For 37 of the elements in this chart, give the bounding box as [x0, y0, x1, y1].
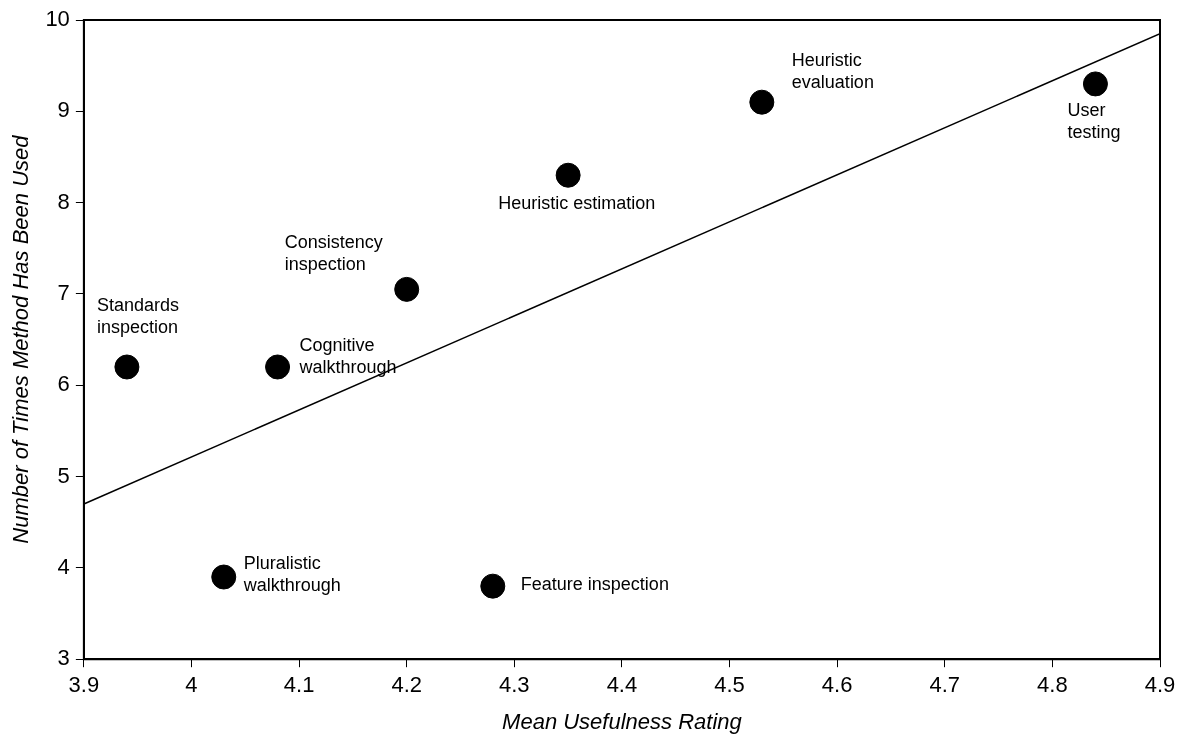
x-tick-label: 4.1 — [283, 672, 315, 698]
x-axis-title: Mean Usefulness Rating — [502, 708, 743, 734]
y-tick-label: 3 — [57, 645, 70, 671]
point — [394, 276, 420, 302]
annotation: Heuristic evaluation — [791, 50, 874, 93]
point — [265, 354, 291, 380]
y-tick-label: 9 — [57, 97, 70, 123]
x-tick-label: 4.5 — [714, 672, 745, 698]
y-tick-label: 6 — [57, 371, 70, 397]
y-tick-label: 8 — [57, 188, 70, 214]
x-tick-label: 4.8 — [1037, 672, 1068, 698]
x-tick-label: 4.2 — [391, 672, 423, 698]
point — [749, 89, 775, 115]
x-tick-label: 4 — [185, 672, 198, 698]
point — [114, 354, 140, 380]
point — [480, 573, 506, 599]
annotation: Consistency inspection — [284, 232, 383, 275]
point — [211, 564, 237, 590]
x-tick-label: 3.9 — [68, 672, 100, 698]
x-tick-label: 4.7 — [929, 672, 961, 698]
x-tick-label: 4.6 — [821, 672, 853, 698]
x-tick-label: 4.4 — [606, 672, 638, 698]
point — [555, 162, 581, 188]
annotation: Pluralistic walkthrough — [242, 552, 341, 595]
x-tick-label: 4.3 — [499, 672, 530, 698]
point — [1082, 71, 1108, 97]
annotation: Heuristic estimation — [498, 193, 656, 214]
annotation: User testing — [1067, 99, 1121, 142]
y-tick-label: 4 — [57, 553, 70, 579]
y-axis-title: Number of Times Method Has Been Used — [8, 134, 34, 544]
y-tick-label: 5 — [57, 462, 70, 488]
annotation: Standards inspection — [96, 294, 179, 337]
y-tick-label: 10 — [45, 6, 70, 32]
y-tick-label: 7 — [57, 280, 70, 306]
annotation: Feature inspection — [520, 574, 669, 595]
x-tick-label: 4.9 — [1144, 672, 1176, 698]
annotation: Cognitive walkthrough — [298, 334, 397, 377]
